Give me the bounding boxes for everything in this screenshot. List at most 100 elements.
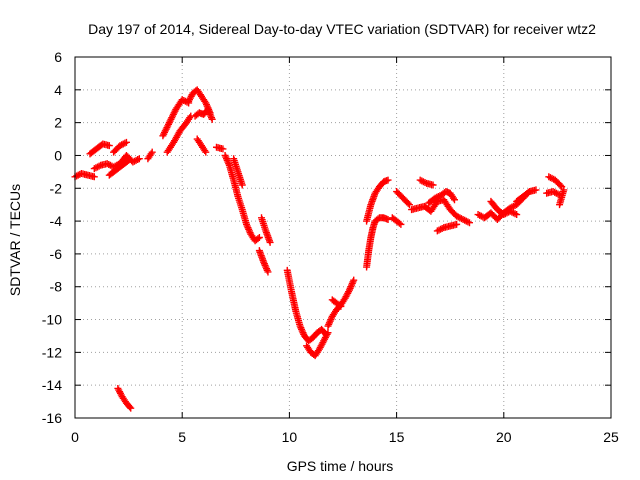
series-arc-6: [114, 384, 135, 412]
data-point: [324, 329, 332, 337]
x-tick-labels: 0 5 10 15 20 25: [71, 429, 619, 445]
data-point: [464, 218, 472, 226]
data-point: [122, 138, 130, 146]
data-point: [405, 201, 413, 209]
data-point: [404, 199, 412, 207]
y-tick-label: -4: [50, 213, 63, 229]
series-arc-24: [388, 214, 405, 228]
data-point: [132, 156, 140, 164]
series-arc-14: [221, 151, 263, 245]
x-axis-label: GPS time / hours: [287, 458, 394, 474]
axis-ticks: [74, 56, 612, 419]
y-tick-label: -12: [42, 344, 62, 360]
data-point: [125, 156, 133, 164]
grid-lines: [75, 57, 611, 418]
data-point: [429, 181, 437, 189]
series-arc-17: [258, 214, 274, 246]
series-arc-9: [163, 112, 195, 156]
data-point: [255, 234, 263, 241]
series-arc-13: [213, 143, 227, 153]
data-point: [395, 219, 403, 227]
y-tick-labels: -16 -14 -12 -10 -8 -6 -4 -2 0 2 4 6: [42, 49, 62, 426]
series-arc-25: [393, 188, 413, 209]
data-point: [421, 179, 429, 187]
chart-title: Day 197 of 2014, Sidereal Day-to-day VTE…: [88, 21, 596, 37]
data-point: [238, 181, 246, 189]
y-tick-label: 6: [54, 49, 62, 65]
data-point: [219, 145, 227, 153]
data-point: [560, 186, 568, 194]
data-point: [511, 210, 519, 218]
series-arc-34: [545, 173, 566, 191]
data-point: [337, 302, 345, 310]
data-point: [202, 148, 210, 156]
x-tick-label: 15: [389, 429, 405, 445]
series-arc-35: [556, 186, 568, 209]
y-tick-label: -2: [50, 180, 63, 196]
series-arc-11: [191, 106, 216, 123]
data-point: [134, 156, 142, 164]
x-tick-label: 20: [496, 429, 512, 445]
series-arc-1: [71, 170, 98, 181]
plot-frame: [74, 56, 612, 419]
y-tick-label: -10: [42, 312, 62, 328]
data-point: [74, 171, 82, 179]
x-tick-label: 5: [178, 429, 186, 445]
series-arc-27: [425, 188, 458, 207]
data-point: [121, 139, 129, 147]
y-axis-label: SDTVAR / TECUs: [7, 184, 23, 296]
series-arc-19: [303, 329, 332, 360]
data-point: [127, 404, 135, 412]
data-point: [384, 176, 392, 184]
data-point: [450, 196, 458, 204]
series-arc-12: [193, 135, 210, 156]
series-arc-22: [363, 214, 392, 271]
y-tick-label: -14: [42, 377, 62, 393]
data-point: [123, 157, 131, 165]
data-point: [208, 115, 216, 123]
data-point: [126, 403, 134, 411]
series-arc-8: [159, 96, 193, 140]
data-point: [106, 161, 114, 169]
y-tick-label: 0: [54, 147, 62, 163]
series-arc-10: [185, 86, 214, 117]
series-arc-16: [255, 247, 272, 276]
data-point: [465, 219, 473, 227]
data-point: [350, 276, 358, 284]
series-arc-32: [513, 186, 540, 205]
series-arc-18: [283, 266, 330, 345]
series-arc-23: [363, 176, 392, 225]
series-arc-5: [110, 138, 130, 156]
data-point: [513, 211, 521, 219]
data-point: [335, 301, 343, 309]
data-point: [95, 162, 103, 170]
data-point: [397, 220, 405, 228]
data-point: [148, 148, 156, 156]
x-tick-label: 10: [282, 429, 298, 445]
series-arc-3: [86, 140, 113, 158]
series-arc-4: [105, 156, 133, 179]
data-point: [438, 224, 446, 232]
series-arc-26: [408, 196, 473, 227]
y-tick-label: 4: [54, 82, 62, 98]
y-tick-label: 2: [54, 115, 62, 131]
data-point: [532, 186, 540, 194]
x-tick-label: 25: [603, 429, 619, 445]
series-arc-29: [416, 176, 437, 189]
data-point: [90, 173, 98, 181]
series-arc-7: [144, 148, 156, 163]
y-tick-label: -6: [50, 246, 63, 262]
series-arc-31: [487, 197, 521, 219]
data-point: [135, 155, 143, 163]
data-points: [71, 86, 568, 412]
data-point: [264, 268, 272, 276]
series-arc-15: [230, 155, 246, 189]
y-tick-label: -16: [42, 410, 62, 426]
data-point: [556, 181, 564, 189]
y-tick-label: -8: [50, 279, 63, 295]
data-point: [266, 238, 274, 246]
data-point: [254, 235, 262, 243]
data-point: [105, 142, 113, 150]
series-arc-28: [433, 220, 461, 235]
